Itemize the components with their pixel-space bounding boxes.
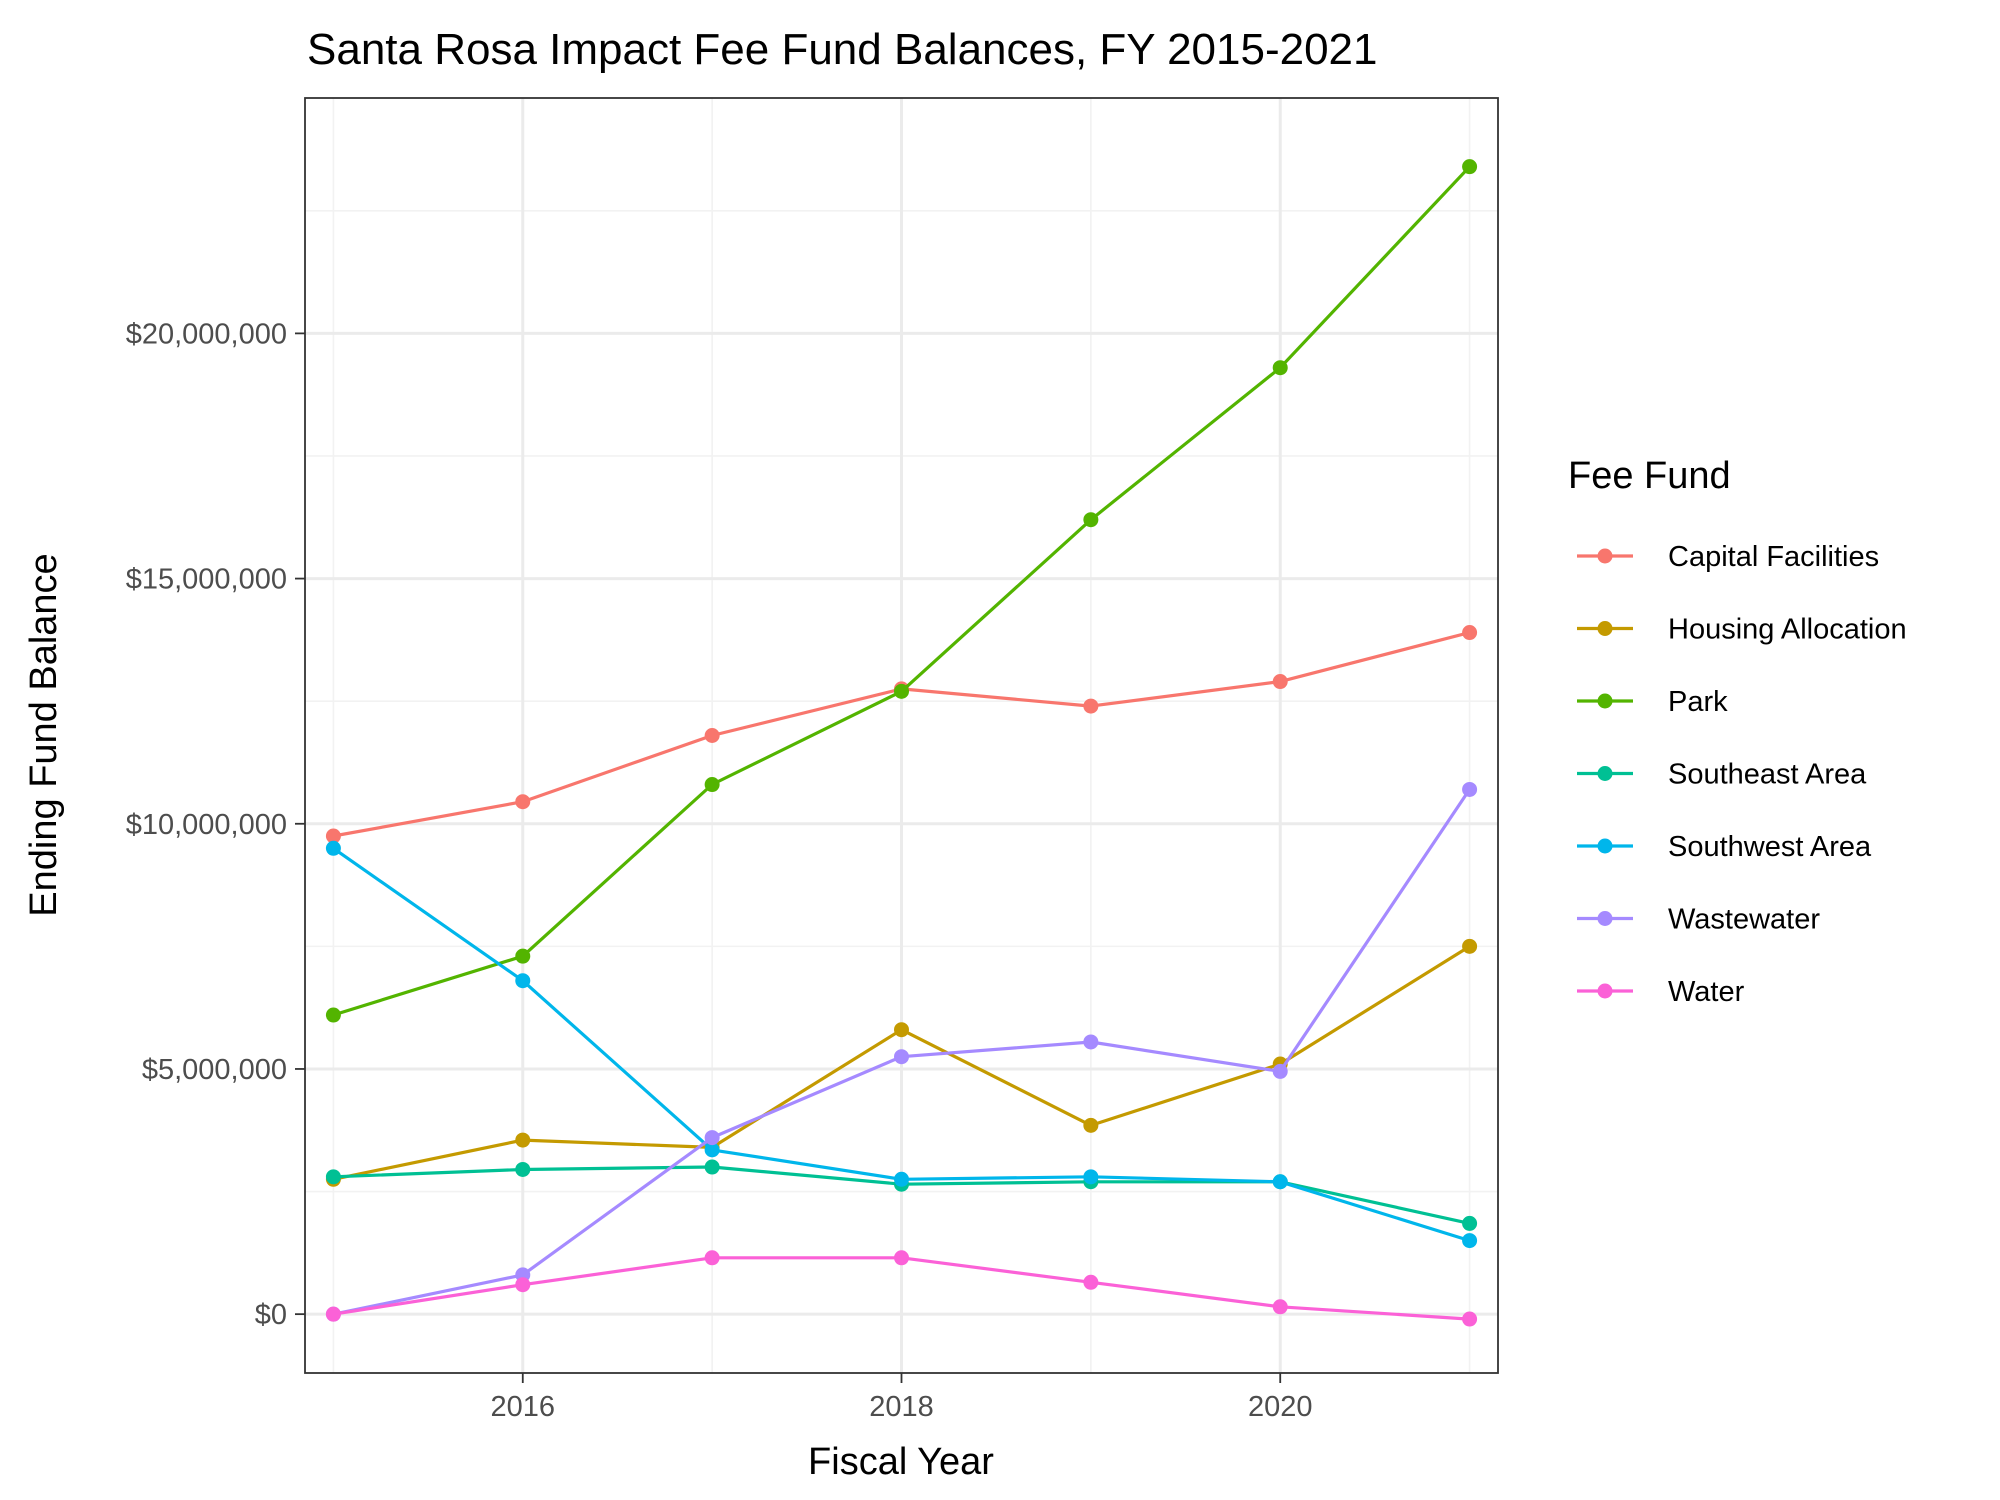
- data-point-wastewater: [1462, 781, 1478, 797]
- data-point-southwest-area: [894, 1171, 909, 1187]
- data-point-capital-facilities: [325, 828, 341, 844]
- x-tick-label: 2016: [491, 1391, 556, 1423]
- data-point-park: [704, 777, 720, 793]
- data-point-southwest-area: [515, 973, 531, 989]
- data-point-water: [1462, 1311, 1478, 1327]
- legend-key-point: [1597, 621, 1613, 636]
- x-axis: 2016 2018 2020: [491, 1373, 1313, 1423]
- data-point-capital-facilities: [1083, 698, 1099, 714]
- legend-key-point: [1597, 911, 1613, 926]
- data-point-southwest-area: [1462, 1233, 1478, 1249]
- y-axis: $0 $5,000,000 $10,000,000 $15,000,000 $20,00…: [126, 318, 305, 1331]
- data-point-capital-facilities: [1462, 625, 1478, 641]
- legend-item-capital-facilities: Capital Facilities: [1577, 541, 1879, 573]
- data-point-capital-facilities: [1272, 674, 1288, 690]
- legend-label: Capital Facilities: [1668, 541, 1879, 573]
- data-point-southeast-area: [1462, 1215, 1478, 1231]
- series-southwest-area: [325, 840, 1478, 1249]
- data-point-wastewater: [1272, 1063, 1288, 1079]
- data-point-water: [894, 1250, 909, 1266]
- legend-key-point: [1597, 548, 1613, 564]
- data-point-capital-facilities: [515, 794, 531, 810]
- data-point-housing-allocation: [1083, 1117, 1099, 1133]
- legend-label: Park: [1668, 686, 1728, 718]
- data-point-park: [894, 683, 909, 699]
- data-point-southeast-area: [704, 1159, 720, 1175]
- series-water: [325, 1250, 1478, 1327]
- data-point-water: [515, 1277, 531, 1293]
- data-point-wastewater: [894, 1049, 909, 1065]
- legend-label: Wastewater: [1668, 904, 1820, 936]
- legend-item-water: Water: [1577, 976, 1745, 1008]
- data-point-wastewater: [704, 1130, 720, 1146]
- x-axis-title: Fiscal Year: [808, 1441, 994, 1483]
- y-axis-title: Ending Fund Balance: [23, 553, 65, 916]
- data-point-southeast-area: [515, 1161, 531, 1177]
- chart-title: Santa Rosa Impact Fee Fund Balances, FY …: [307, 25, 1378, 74]
- major-gridlines: [305, 98, 1498, 1373]
- data-point-park: [1272, 360, 1288, 376]
- legend-key-point: [1597, 838, 1613, 854]
- data-point-capital-facilities: [704, 728, 720, 743]
- data-point-southwest-area: [325, 840, 341, 856]
- data-point-park: [515, 948, 531, 964]
- data-point-wastewater: [1083, 1034, 1099, 1050]
- data-point-park: [1462, 159, 1478, 175]
- legend-item-park: Park: [1577, 686, 1728, 718]
- legend-key-point: [1597, 693, 1613, 709]
- data-point-southwest-area: [1083, 1169, 1099, 1185]
- data-point-housing-allocation: [515, 1132, 531, 1148]
- legend-title: Fee Fund: [1568, 455, 1731, 497]
- plot-panel: [304, 97, 1499, 1374]
- legend-label: Water: [1668, 976, 1745, 1008]
- legend-key-point: [1597, 766, 1613, 781]
- data-point-park: [325, 1007, 341, 1023]
- data-point-water: [325, 1306, 341, 1322]
- legend-label: Southwest Area: [1668, 831, 1872, 863]
- legend-label: Housing Allocation: [1668, 614, 1907, 646]
- legend-label: Southeast Area: [1668, 759, 1867, 791]
- data-point-water: [704, 1250, 720, 1266]
- y-tick-label: $10,000,000: [126, 809, 287, 841]
- legend-item-southwest-area: Southwest Area: [1577, 831, 1872, 863]
- y-tick-label: $15,000,000: [126, 564, 287, 596]
- y-tick-label: $5,000,000: [142, 1054, 287, 1086]
- data-point-water: [1272, 1299, 1288, 1315]
- legend: Fee Fund Capital Facilities Housing Alloc…: [1568, 455, 1907, 1008]
- series-park: [325, 159, 1478, 1023]
- data-point-southwest-area: [704, 1142, 720, 1158]
- x-tick-label: 2018: [869, 1391, 934, 1423]
- y-tick-label: $0: [255, 1299, 287, 1331]
- legend-item-wastewater: Wastewater: [1577, 904, 1820, 936]
- legend-item-southeast-area: Southeast Area: [1577, 759, 1867, 791]
- legend-key-point: [1597, 983, 1613, 999]
- y-tick-label: $20,000,000: [126, 318, 287, 350]
- data-point-southeast-area: [325, 1169, 341, 1185]
- x-tick-label: 2020: [1248, 1391, 1313, 1423]
- data-point-water: [1083, 1274, 1099, 1290]
- legend-item-housing-allocation: Housing Allocation: [1577, 614, 1907, 646]
- series-layer: [325, 159, 1478, 1327]
- data-point-housing-allocation: [1462, 938, 1478, 954]
- data-point-southwest-area: [1272, 1174, 1288, 1190]
- data-point-park: [1083, 512, 1099, 528]
- data-point-housing-allocation: [894, 1022, 909, 1038]
